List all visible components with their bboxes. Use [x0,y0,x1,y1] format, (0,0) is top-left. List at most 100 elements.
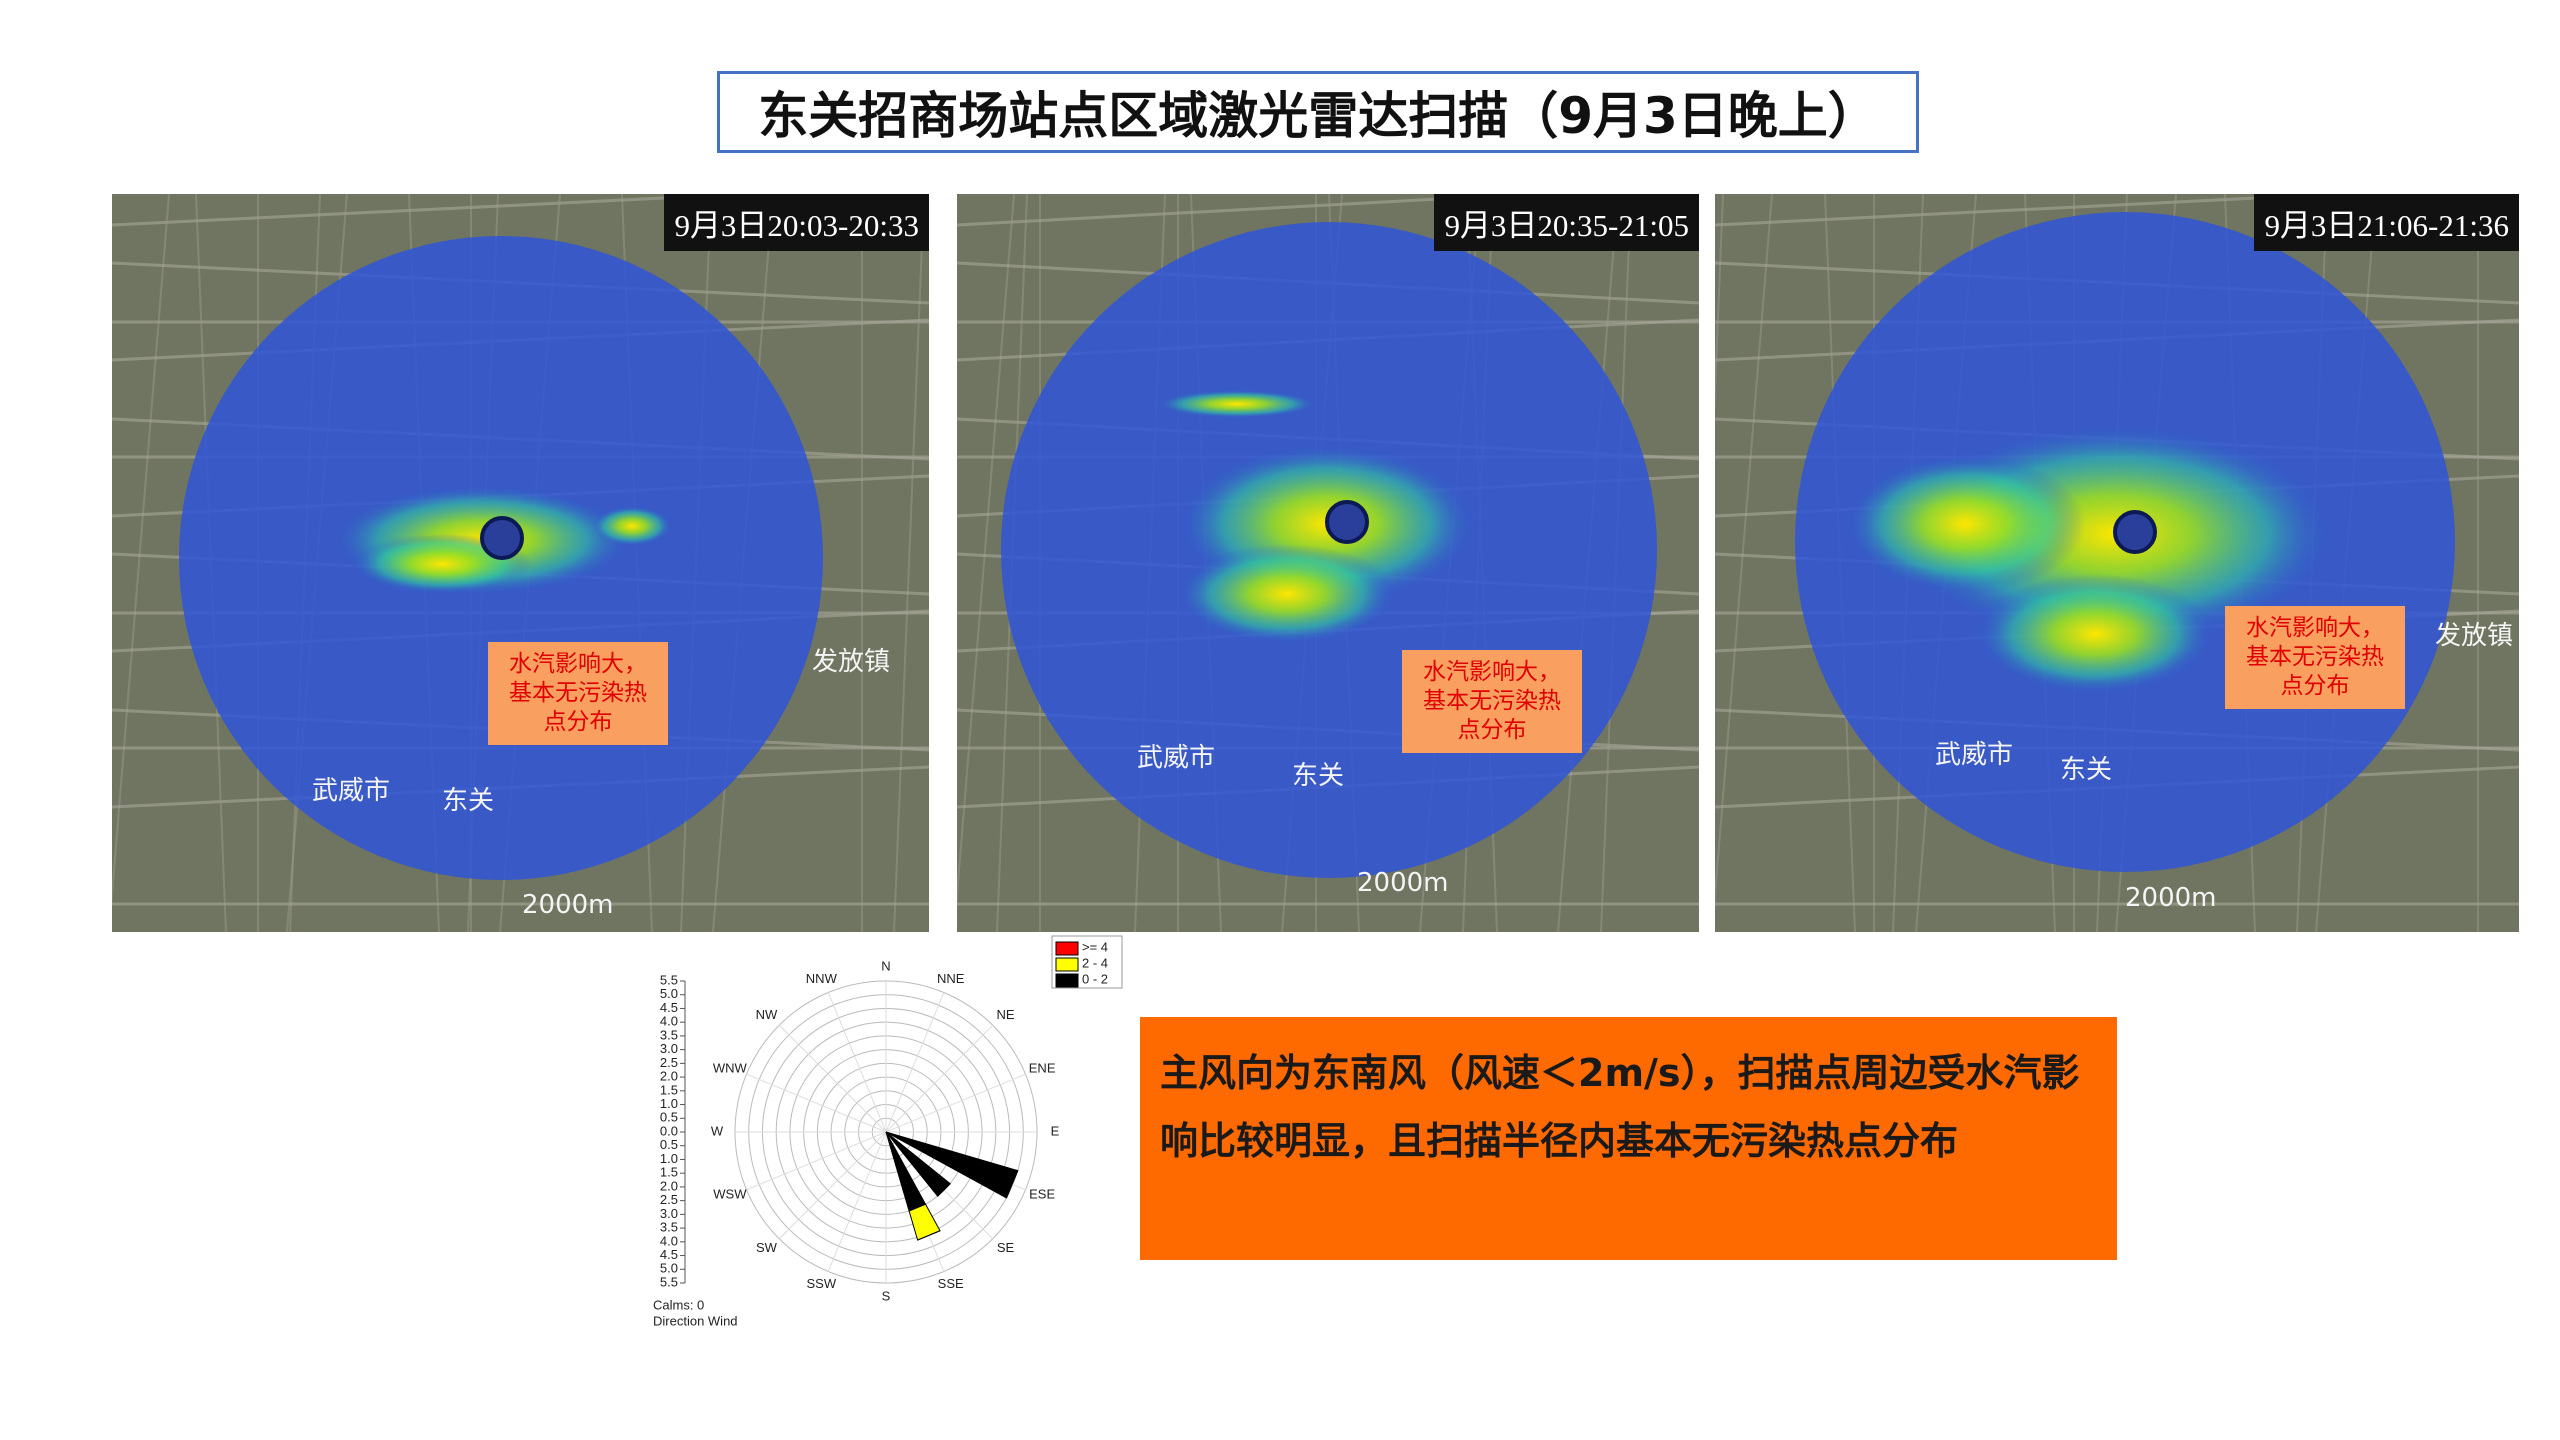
direction-label: NNE [937,971,965,986]
radar-center [480,516,524,560]
spoke [746,1073,887,1133]
caption: Direction Wind [653,1313,738,1328]
radar-panel: 武威市东关 发放镇 2000m 9月3日21:06-21:36 水汽影响大，基本无污染热… [1715,194,2519,932]
spoke [885,1024,994,1133]
r-tick-label: 4.5 [660,1247,678,1262]
r-tick-label: 3.5 [660,1220,678,1235]
radar-panel: 武威市 东关 发放镇 2000m 9月3日20:03-20:33 水汽影响大，基本无污染热… [112,194,929,932]
direction-label: SSE [938,1276,964,1291]
direction-label: NE [996,1007,1014,1022]
radar-center [2113,510,2157,554]
r-tick-label: 4.5 [660,1000,678,1015]
legend-label: 2 - 4 [1082,955,1108,970]
radar-signal [592,506,672,546]
r-tick-label: 1.5 [660,1082,678,1097]
r-tick-label: 2.5 [660,1192,678,1207]
radar-signal [1845,454,2085,594]
r-tick-label: 1.0 [660,1096,678,1111]
r-tick-label: 2.0 [660,1178,678,1193]
radar-signal [1975,574,2215,694]
map-label: 武威市 [1935,740,2013,770]
road [112,194,776,227]
road [957,194,1015,908]
r-tick-label: 5.5 [660,972,678,987]
r-tick-label: 4.0 [660,1233,678,1248]
legend-label: 0 - 2 [1082,971,1108,986]
legend-label: >= 4 [1082,939,1108,954]
direction-label: WSW [713,1187,747,1202]
summary-box: 主风向为东南风（风速＜2m/s），扫描点周边受水汽影响比较明显，且扫描半径内基本… [1140,1017,2117,1260]
map-label: 2000m [522,890,614,920]
r-tick-label: 0.5 [660,1137,678,1152]
direction-label: WNW [713,1060,748,1075]
direction-label: SSW [807,1276,837,1291]
radar-center [1325,500,1369,544]
radar-image: 武威市东关 发放镇 2000m [1715,194,2519,932]
timestamp: 9月3日21:06-21:36 [2254,194,2519,251]
wind-rose: 0.00.50.51.01.01.51.52.02.02.52.53.03.03… [653,935,1123,1328]
direction-label: ENE [1029,1060,1056,1075]
r-tick-label: 3.0 [660,1206,678,1221]
radar-signal [1177,544,1397,644]
direction-label: NW [756,1007,778,1022]
direction-label: ESE [1029,1187,1055,1202]
r-tick-label: 5.0 [660,1261,678,1276]
slide-title: 东关招商场站点区域激光雷达扫描（9月3日晚上） [717,71,1919,153]
legend-swatch [1055,973,1079,988]
spoke [885,992,945,1133]
petal-segment [917,1230,941,1241]
direction-label: N [881,958,890,973]
legend-frame [1051,935,1123,989]
r-tick-label: 0.0 [660,1123,678,1138]
r-tick-label: 3.0 [660,1041,678,1056]
map-label: 发放镇 [2435,621,2513,651]
map-label: 东关 [1292,761,1344,791]
calms: Calms: 0 [653,1297,704,1312]
direction-label: SE [997,1240,1015,1255]
road [1715,194,2369,227]
r-tick-label: 4.0 [660,1014,678,1029]
r-tick-label: 5.0 [660,986,678,1001]
direction-label: NNW [806,971,838,986]
road [957,194,1560,227]
petal-segment [908,1203,941,1241]
r-tick-label: 2.0 [660,1069,678,1084]
spoke [827,992,887,1133]
r-tick-label: 1.0 [660,1151,678,1166]
map-label: 2000m [1357,868,1449,898]
spoke [827,1131,887,1272]
spoke [746,1131,887,1191]
note-box: 水汽影响大，基本无污染热点分布 [488,642,668,745]
spoke [885,1073,1026,1133]
r-tick-label: 0.5 [660,1110,678,1125]
legend-swatch [1055,941,1079,956]
radar-panel: 武威市东关 2000m 9月3日20:35-21:05 水汽影响大，基本无污染热点分布 [957,194,1699,932]
spoke [778,1131,887,1240]
map-label: 2000m [2125,883,2217,913]
note-box: 水汽影响大，基本无污染热点分布 [2225,606,2405,709]
road [1715,194,1724,416]
map-label: 东关 [442,786,494,816]
map-label: 发放镇 [812,647,890,677]
direction-label: S [882,1288,891,1303]
petal-segment [937,1183,951,1197]
r-tick-label: 5.5 [660,1274,678,1289]
map-label: 东关 [2060,755,2112,785]
petal-segment [1005,1170,1019,1199]
road [893,194,925,932]
note-box: 水汽影响大，基本无污染热点分布 [1402,650,1582,753]
direction-label: W [711,1123,724,1138]
legend-swatch [1055,957,1079,972]
r-tick-label: 2.5 [660,1055,678,1070]
timestamp: 9月3日20:03-20:33 [664,194,929,251]
spoke [778,1024,887,1133]
direction-label: SW [756,1240,778,1255]
r-tick-label: 3.5 [660,1027,678,1042]
direction-label: E [1051,1123,1060,1138]
road [112,194,170,908]
road [1715,194,1773,908]
timestamp: 9月3日20:35-21:05 [1434,194,1699,251]
map-label: 武威市 [1137,743,1215,773]
